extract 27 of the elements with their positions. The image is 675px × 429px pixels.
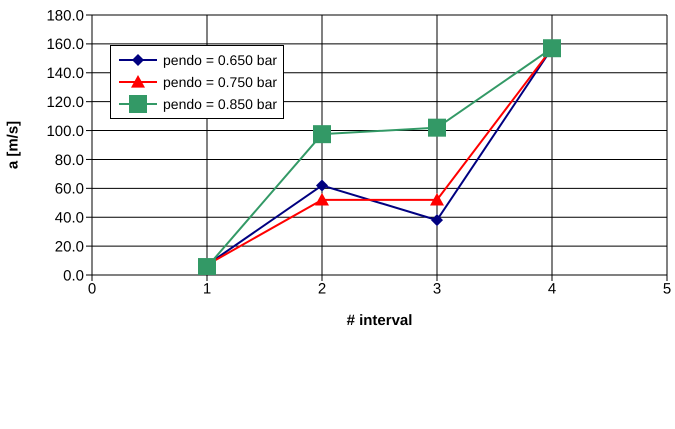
x-tick-label: 4 <box>548 280 556 298</box>
y-axis-title: a [m/s] <box>4 120 22 170</box>
y-tick-label: 40.0 <box>54 210 84 227</box>
x-tick-label: 2 <box>318 280 326 298</box>
y-tick-label: 0.0 <box>63 267 84 284</box>
x-tick-label: 0 <box>88 280 96 298</box>
y-tick-label: 160.0 <box>46 36 84 54</box>
legend-label: pendo = 0.650 bar <box>163 52 278 68</box>
point <box>431 214 443 226</box>
legend-label: pendo = 0.750 bar <box>163 74 278 90</box>
y-tick-label: 180.0 <box>46 7 84 24</box>
y-tick-label: 140.0 <box>46 65 84 82</box>
point <box>316 179 328 192</box>
y-tick-label: 60.0 <box>54 180 84 198</box>
point <box>428 118 446 137</box>
x-tick-label: 3 <box>432 280 442 298</box>
y-tick-label: 100.0 <box>46 122 84 140</box>
point <box>543 39 561 58</box>
point <box>313 125 331 144</box>
y-tick-label: 20.0 <box>54 238 84 256</box>
legend-label: pendo = 0.850 bar <box>163 96 278 112</box>
point <box>198 258 216 275</box>
y-tick-label: 80.0 <box>54 152 84 169</box>
x-tick-label: 1 <box>202 280 212 298</box>
x-tick-label: 5 <box>662 280 672 298</box>
x-axis-title: # interval <box>346 312 412 329</box>
y-tick-label: 120.0 <box>46 94 84 111</box>
